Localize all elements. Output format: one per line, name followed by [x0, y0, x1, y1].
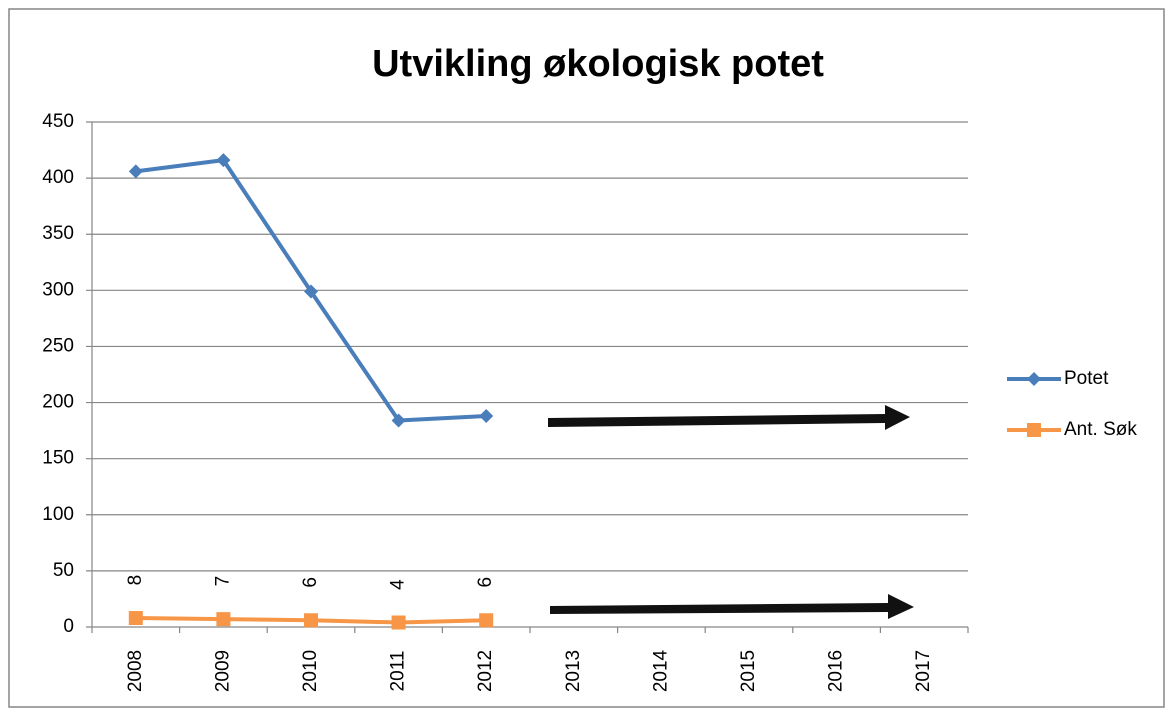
arrow	[548, 405, 910, 430]
data-label: 4	[388, 579, 409, 590]
data-label: 6	[475, 577, 496, 588]
y-tick-label: 450	[42, 111, 74, 132]
chart-border	[8, 8, 1165, 708]
marker	[304, 613, 318, 628]
marker	[128, 164, 143, 179]
data-label: 8	[125, 575, 146, 586]
x-tick-label: 2010	[300, 650, 321, 692]
legend-label: Potet	[1064, 368, 1109, 389]
x-tick-label: 2008	[125, 650, 146, 692]
y-tick-label: 350	[42, 223, 74, 244]
marker	[479, 409, 494, 424]
y-tick-label: 150	[42, 448, 74, 469]
marker	[128, 611, 143, 626]
x-tick-label: 2017	[913, 650, 934, 692]
x-tick-label: 2011	[388, 651, 409, 692]
chart-title: Utvikling økologisk potet	[372, 43, 824, 85]
y-tick-label: 50	[53, 560, 74, 581]
legend-marker	[1027, 372, 1041, 386]
x-tick-label: 2015	[738, 650, 759, 692]
marker	[479, 613, 494, 628]
y-tick-label: 100	[42, 504, 74, 525]
y-tick-label: 200	[42, 392, 74, 413]
data-label: 6	[300, 577, 321, 588]
y-tick-label: 400	[42, 167, 74, 188]
y-tick-label: 250	[42, 335, 74, 356]
marker	[304, 284, 318, 299]
arrow	[550, 594, 914, 619]
marker	[216, 612, 231, 627]
y-tick-label: 300	[42, 279, 74, 300]
data-label: 7	[212, 576, 233, 587]
legend-marker	[1027, 423, 1041, 437]
x-tick-label: 2009	[212, 650, 233, 692]
x-tick-label: 2013	[563, 650, 584, 692]
y-tick-label: 0	[63, 616, 74, 637]
x-tick-label: 2012	[475, 650, 496, 692]
marker	[391, 413, 406, 428]
marker	[391, 615, 406, 630]
legend-label: Ant. Søk	[1064, 419, 1137, 440]
marker	[216, 153, 231, 168]
x-tick-label: 2016	[826, 650, 847, 692]
x-tick-label: 2014	[650, 649, 671, 692]
